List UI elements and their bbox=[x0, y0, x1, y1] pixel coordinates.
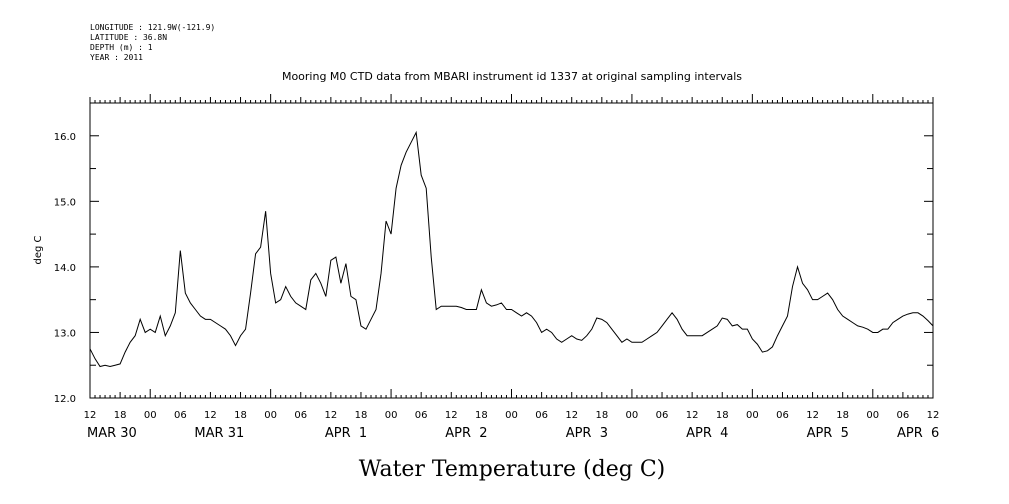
x-tick-label: 18 bbox=[234, 410, 247, 421]
x-tick-label: 18 bbox=[595, 410, 608, 421]
x-tick-label: 12 bbox=[806, 410, 819, 421]
y-tick-label: 15.0 bbox=[54, 197, 76, 208]
x-tick-label: 00 bbox=[746, 410, 759, 421]
x-tick-label: 06 bbox=[174, 410, 187, 421]
x-tick-label: 12 bbox=[565, 410, 578, 421]
y-tick-label: 12.0 bbox=[54, 394, 76, 405]
temperature-series-line bbox=[89, 130, 934, 368]
header-metadata: LONGITUDE : 121.9W(-121.9) LATITUDE : 36… bbox=[90, 23, 215, 62]
y-tick-labels: 12.0 13.0 14.0 15.0 16.0 bbox=[54, 132, 76, 405]
longitude-text: LONGITUDE : 121.9W(-121.9) bbox=[90, 23, 215, 32]
x-tick-label: 18 bbox=[836, 410, 849, 421]
year-text: YEAR : 2011 bbox=[90, 53, 143, 62]
x-tick-label: 00 bbox=[264, 410, 277, 421]
x-tick-label: 18 bbox=[716, 410, 729, 421]
x-tick-label: 18 bbox=[114, 410, 127, 421]
x-tick-label: 12 bbox=[927, 410, 940, 421]
y-axis-label: deg C bbox=[33, 235, 44, 264]
x-tick-label: 00 bbox=[866, 410, 879, 421]
x-tick-label: 06 bbox=[656, 410, 669, 421]
x-tick-label: 06 bbox=[294, 410, 307, 421]
x-tick-label: 00 bbox=[626, 410, 639, 421]
plot-frame bbox=[89, 102, 934, 399]
day-labels: MAR 30 MAR 31 APR 1 APR 2 APR 3 APR 4 APR 5 APR… bbox=[87, 426, 939, 441]
day-label: APR 3 bbox=[566, 426, 608, 441]
x-tick-label: 18 bbox=[355, 410, 368, 421]
x-tick-labels: 12 18 00 06 12 18 00 06 12 18 00 06 12 18 00 06 12 18 00 06… bbox=[84, 410, 940, 421]
x-tick-label: 00 bbox=[505, 410, 518, 421]
latitude-text: LATITUDE : 36.8N bbox=[90, 33, 167, 42]
x-tick-label: 12 bbox=[324, 410, 337, 421]
x-tick-label: 12 bbox=[686, 410, 699, 421]
y-tick-label: 16.0 bbox=[54, 132, 76, 143]
x-tick-label: 12 bbox=[445, 410, 458, 421]
x-tick-label: 12 bbox=[204, 410, 217, 421]
x-tick-label: 12 bbox=[84, 410, 97, 421]
x-axis-title: Water Temperature (deg C) bbox=[359, 457, 666, 482]
x-tick-label: 00 bbox=[385, 410, 398, 421]
day-label: MAR 31 bbox=[194, 426, 244, 441]
x-tick-label: 18 bbox=[475, 410, 488, 421]
x-tick-label: 06 bbox=[776, 410, 789, 421]
axis-ticks bbox=[89, 94, 934, 399]
y-tick-label: 13.0 bbox=[54, 328, 76, 339]
day-label: APR 1 bbox=[325, 426, 367, 441]
chart-title: Mooring M0 CTD data from MBARI instrumen… bbox=[282, 70, 742, 83]
depth-text: DEPTH (m) : 1 bbox=[90, 43, 153, 52]
x-tick-label: 06 bbox=[535, 410, 548, 421]
day-label: MAR 30 bbox=[87, 426, 137, 441]
day-label: APR 6 bbox=[897, 426, 939, 441]
day-label: APR 5 bbox=[807, 426, 849, 441]
day-label: APR 2 bbox=[445, 426, 487, 441]
day-label: APR 4 bbox=[686, 426, 728, 441]
x-tick-label: 06 bbox=[897, 410, 910, 421]
x-tick-label: 06 bbox=[415, 410, 428, 421]
x-tick-label: 00 bbox=[144, 410, 157, 421]
y-tick-label: 14.0 bbox=[54, 263, 76, 274]
